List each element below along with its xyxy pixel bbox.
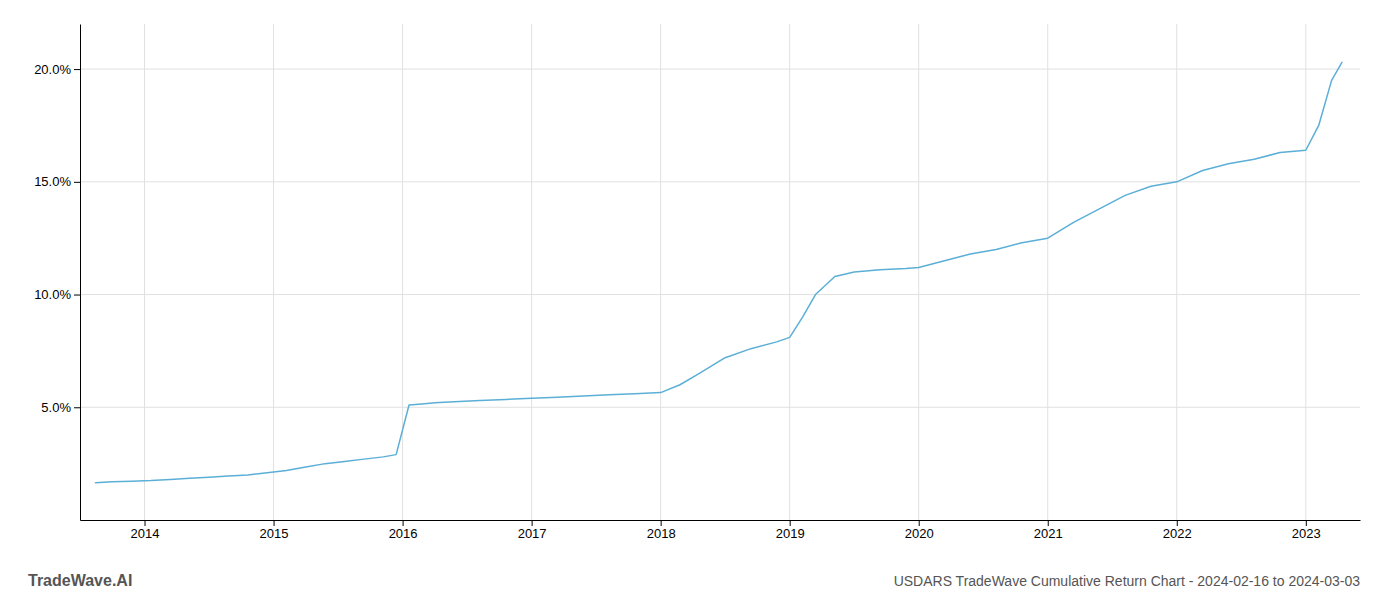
x-tick-label: 2022 bbox=[1163, 526, 1192, 541]
x-grid-line bbox=[660, 24, 661, 520]
x-tick: 2021 bbox=[1034, 520, 1063, 541]
y-tick-label: 10.0% bbox=[34, 287, 71, 302]
grid bbox=[80, 24, 1360, 520]
x-axis-line bbox=[81, 520, 1361, 521]
y-tick-label: 20.0% bbox=[34, 62, 71, 77]
x-grid-line bbox=[531, 24, 532, 520]
x-grid-line bbox=[918, 24, 919, 520]
x-tick-label: 2023 bbox=[1292, 526, 1321, 541]
line bbox=[95, 62, 1341, 482]
y-tick-label: 15.0% bbox=[34, 174, 71, 189]
x-tick-mark bbox=[1177, 520, 1178, 526]
x-tick-label: 2015 bbox=[260, 526, 289, 541]
x-tick-label: 2017 bbox=[518, 526, 547, 541]
chart: 2014 2015 2016 2017 2018 2019 2020 2021 2022 2023… bbox=[0, 0, 1400, 600]
y-grid-line bbox=[80, 69, 1360, 70]
y-tick: 10.0% bbox=[34, 287, 80, 302]
texts: USDARS TradeWave Cumulative Return Chart… bbox=[28, 572, 1360, 589]
x-grid-line bbox=[1176, 24, 1177, 520]
y-tick-mark bbox=[74, 69, 80, 70]
x-tick: 2022 bbox=[1163, 520, 1192, 541]
y-tick-mark bbox=[74, 295, 80, 296]
y-tick: 5.0% bbox=[41, 400, 80, 415]
title: USDARS TradeWave Cumulative Return Chart… bbox=[894, 573, 1361, 589]
plot-area bbox=[95, 62, 1341, 482]
y-tick-mark bbox=[74, 407, 80, 408]
x-tick-mark bbox=[274, 520, 275, 526]
x-grid-line bbox=[1305, 24, 1306, 520]
x-tick-mark bbox=[1048, 520, 1049, 526]
x-tick-label: 2020 bbox=[905, 526, 934, 541]
y-tick-label: 5.0% bbox=[41, 400, 71, 415]
x-tick-label: 2014 bbox=[131, 526, 160, 541]
x-grid-line bbox=[144, 24, 145, 520]
watermark: TradeWave.AI bbox=[28, 572, 132, 589]
x-tick: 2016 bbox=[389, 520, 418, 541]
x-tick: 2017 bbox=[518, 520, 547, 541]
x-tick-label: 2018 bbox=[647, 526, 676, 541]
x-grid-line bbox=[789, 24, 790, 520]
x-tick-mark bbox=[532, 520, 533, 526]
x-tick-label: 2016 bbox=[389, 526, 418, 541]
x-tick-mark bbox=[661, 520, 662, 526]
y-tick: 15.0% bbox=[34, 174, 80, 189]
y-grid-line bbox=[80, 407, 1360, 408]
x-tick-mark bbox=[1306, 520, 1307, 526]
y-grid-line bbox=[80, 181, 1360, 182]
x-tick-mark bbox=[919, 520, 920, 526]
x-tick: 2015 bbox=[260, 520, 289, 541]
x-axis: 2014 2015 2016 2017 2018 2019 2020 2021 2022 2023 bbox=[81, 520, 1361, 541]
x-grid-line bbox=[1047, 24, 1048, 520]
y-grid-line bbox=[80, 294, 1360, 295]
y-axis: 5.0% 10.0% 15.0% 20.0% bbox=[34, 25, 80, 521]
x-tick-mark bbox=[145, 520, 146, 526]
x-tick: 2020 bbox=[905, 520, 934, 541]
x-tick-mark bbox=[790, 520, 791, 526]
y-axis-line bbox=[80, 25, 81, 521]
y-tick-mark bbox=[74, 182, 80, 183]
x-tick: 2014 bbox=[131, 520, 160, 541]
x-grid-line bbox=[402, 24, 403, 520]
x-tick-label: 2019 bbox=[776, 526, 805, 541]
x-grid-line bbox=[273, 24, 274, 520]
y-tick: 20.0% bbox=[34, 62, 80, 77]
x-tick-label: 2021 bbox=[1034, 526, 1063, 541]
x-tick: 2023 bbox=[1292, 520, 1321, 541]
x-tick: 2019 bbox=[776, 520, 805, 541]
x-tick-mark bbox=[403, 520, 404, 526]
x-tick: 2018 bbox=[647, 520, 676, 541]
